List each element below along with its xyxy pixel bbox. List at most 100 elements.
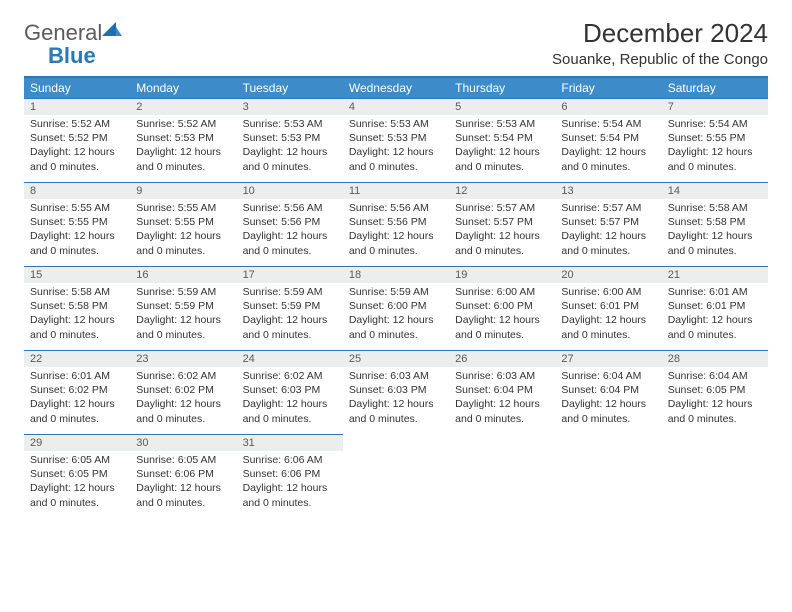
daylight-line: Daylight: 12 hours and 0 minutes. [455,145,549,173]
sunset-line: Sunset: 5:59 PM [136,299,230,313]
day-header: Sunday [24,78,130,98]
sunset-line: Sunset: 5:56 PM [243,215,337,229]
daylight-line: Daylight: 12 hours and 0 minutes. [349,397,443,425]
logo-word2: Blue [24,43,96,68]
day-info: Sunrise: 6:02 AMSunset: 6:02 PMDaylight:… [130,367,236,426]
day-info: Sunrise: 5:52 AMSunset: 5:52 PMDaylight:… [24,115,130,174]
sunrise-line: Sunrise: 6:02 AM [243,369,337,383]
sunrise-line: Sunrise: 5:53 AM [455,117,549,131]
sunset-line: Sunset: 6:06 PM [243,467,337,481]
sunrise-line: Sunrise: 5:59 AM [243,285,337,299]
day-cell: 16Sunrise: 5:59 AMSunset: 5:59 PMDayligh… [130,266,236,350]
day-cell: 21Sunrise: 6:01 AMSunset: 6:01 PMDayligh… [662,266,768,350]
sunrise-line: Sunrise: 5:53 AM [349,117,443,131]
day-info: Sunrise: 5:59 AMSunset: 5:59 PMDaylight:… [237,283,343,342]
sunrise-line: Sunrise: 5:58 AM [668,201,762,215]
day-cell: 14Sunrise: 5:58 AMSunset: 5:58 PMDayligh… [662,182,768,266]
day-number: 17 [237,267,343,283]
sunset-line: Sunset: 5:53 PM [136,131,230,145]
day-number: 18 [343,267,449,283]
day-number: 15 [24,267,130,283]
day-cell: 13Sunrise: 5:57 AMSunset: 5:57 PMDayligh… [555,182,661,266]
daylight-line: Daylight: 12 hours and 0 minutes. [561,145,655,173]
location: Souanke, Republic of the Congo [552,51,768,68]
day-cell: 30Sunrise: 6:05 AMSunset: 6:06 PMDayligh… [130,434,236,518]
day-header: Friday [555,78,661,98]
day-cell: 18Sunrise: 5:59 AMSunset: 6:00 PMDayligh… [343,266,449,350]
day-info: Sunrise: 5:58 AMSunset: 5:58 PMDaylight:… [662,199,768,258]
day-number: 31 [237,435,343,451]
logo-word1: General [24,20,102,45]
sunrise-line: Sunrise: 6:01 AM [668,285,762,299]
sunset-line: Sunset: 5:52 PM [30,131,124,145]
sunset-line: Sunset: 6:01 PM [561,299,655,313]
day-number: 16 [130,267,236,283]
sunrise-line: Sunrise: 5:57 AM [561,201,655,215]
day-cell: 7Sunrise: 5:54 AMSunset: 5:55 PMDaylight… [662,98,768,182]
sunrise-line: Sunrise: 5:55 AM [30,201,124,215]
day-info: Sunrise: 6:02 AMSunset: 6:03 PMDaylight:… [237,367,343,426]
calendar-grid: SundayMondayTuesdayWednesdayThursdayFrid… [24,76,768,518]
day-cell: 12Sunrise: 5:57 AMSunset: 5:57 PMDayligh… [449,182,555,266]
sunrise-line: Sunrise: 5:52 AM [136,117,230,131]
empty-cell [449,434,555,518]
day-info: Sunrise: 5:53 AMSunset: 5:54 PMDaylight:… [449,115,555,174]
sunset-line: Sunset: 6:05 PM [668,383,762,397]
day-info: Sunrise: 6:06 AMSunset: 6:06 PMDaylight:… [237,451,343,510]
sunset-line: Sunset: 6:00 PM [349,299,443,313]
day-number: 21 [662,267,768,283]
day-info: Sunrise: 5:55 AMSunset: 5:55 PMDaylight:… [130,199,236,258]
daylight-line: Daylight: 12 hours and 0 minutes. [136,313,230,341]
sunset-line: Sunset: 5:55 PM [30,215,124,229]
sunrise-line: Sunrise: 6:00 AM [561,285,655,299]
sunset-line: Sunset: 5:58 PM [30,299,124,313]
day-number: 23 [130,351,236,367]
sunset-line: Sunset: 6:01 PM [668,299,762,313]
day-info: Sunrise: 5:53 AMSunset: 5:53 PMDaylight:… [343,115,449,174]
day-cell: 15Sunrise: 5:58 AMSunset: 5:58 PMDayligh… [24,266,130,350]
day-info: Sunrise: 5:56 AMSunset: 5:56 PMDaylight:… [237,199,343,258]
day-cell: 17Sunrise: 5:59 AMSunset: 5:59 PMDayligh… [237,266,343,350]
daylight-line: Daylight: 12 hours and 0 minutes. [349,145,443,173]
day-cell: 3Sunrise: 5:53 AMSunset: 5:53 PMDaylight… [237,98,343,182]
sunset-line: Sunset: 6:04 PM [561,383,655,397]
day-info: Sunrise: 6:00 AMSunset: 6:00 PMDaylight:… [449,283,555,342]
daylight-line: Daylight: 12 hours and 0 minutes. [561,313,655,341]
day-info: Sunrise: 5:58 AMSunset: 5:58 PMDaylight:… [24,283,130,342]
daylight-line: Daylight: 12 hours and 0 minutes. [243,229,337,257]
day-cell: 26Sunrise: 6:03 AMSunset: 6:04 PMDayligh… [449,350,555,434]
daylight-line: Daylight: 12 hours and 0 minutes. [243,313,337,341]
sunset-line: Sunset: 5:58 PM [668,215,762,229]
day-info: Sunrise: 6:04 AMSunset: 6:05 PMDaylight:… [662,367,768,426]
daylight-line: Daylight: 12 hours and 0 minutes. [243,481,337,509]
sunrise-line: Sunrise: 5:53 AM [243,117,337,131]
day-number: 25 [343,351,449,367]
daylight-line: Daylight: 12 hours and 0 minutes. [136,229,230,257]
sunset-line: Sunset: 6:03 PM [349,383,443,397]
day-number: 27 [555,351,661,367]
day-number: 13 [555,183,661,199]
day-cell: 31Sunrise: 6:06 AMSunset: 6:06 PMDayligh… [237,434,343,518]
day-header: Tuesday [237,78,343,98]
daylight-line: Daylight: 12 hours and 0 minutes. [561,397,655,425]
sail-icon [102,22,122,43]
day-cell: 11Sunrise: 5:56 AMSunset: 5:56 PMDayligh… [343,182,449,266]
sunset-line: Sunset: 6:06 PM [136,467,230,481]
day-number: 26 [449,351,555,367]
day-info: Sunrise: 6:01 AMSunset: 6:02 PMDaylight:… [24,367,130,426]
daylight-line: Daylight: 12 hours and 0 minutes. [455,313,549,341]
day-number: 12 [449,183,555,199]
daylight-line: Daylight: 12 hours and 0 minutes. [561,229,655,257]
sunrise-line: Sunrise: 6:04 AM [668,369,762,383]
sunset-line: Sunset: 6:02 PM [136,383,230,397]
daylight-line: Daylight: 12 hours and 0 minutes. [455,397,549,425]
daylight-line: Daylight: 12 hours and 0 minutes. [136,481,230,509]
daylight-line: Daylight: 12 hours and 0 minutes. [668,229,762,257]
day-cell: 25Sunrise: 6:03 AMSunset: 6:03 PMDayligh… [343,350,449,434]
daylight-line: Daylight: 12 hours and 0 minutes. [349,313,443,341]
day-cell: 8Sunrise: 5:55 AMSunset: 5:55 PMDaylight… [24,182,130,266]
sunrise-line: Sunrise: 6:03 AM [455,369,549,383]
empty-cell [555,434,661,518]
day-number: 1 [24,99,130,115]
sunset-line: Sunset: 6:00 PM [455,299,549,313]
